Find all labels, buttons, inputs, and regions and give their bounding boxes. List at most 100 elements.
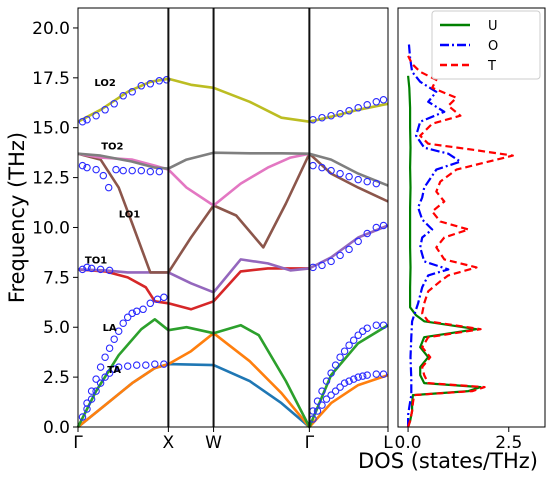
branch-label-la: LA [103, 323, 117, 334]
experiment-point [354, 331, 362, 339]
y-tick-label: 15.0 [32, 119, 70, 139]
experiment-point [92, 111, 100, 120]
experiment-point [322, 395, 331, 403]
experiment-point [336, 251, 344, 260]
dos-line-o [407, 43, 462, 427]
experiment-point [354, 104, 362, 112]
experiment-point [363, 177, 371, 186]
experiment-point [92, 387, 100, 395]
experiment-point [155, 77, 164, 85]
experiment-point [372, 179, 381, 188]
experiment-point [96, 379, 105, 387]
x-tick-label-Γ: Γ [305, 433, 315, 453]
experiment-point [379, 321, 388, 329]
experiment-point [336, 169, 344, 178]
experiment-point [349, 375, 358, 383]
branch-label-to1: TO1 [85, 255, 107, 266]
experiment-point [128, 166, 136, 175]
experiment-point [83, 263, 91, 272]
legend-label-u: U [488, 19, 498, 34]
y-tick-label: 7.5 [43, 268, 70, 288]
branch-line-8 [77, 151, 389, 187]
x-tick-label-Γ: Γ [73, 433, 83, 453]
experiment-point [354, 237, 362, 246]
experiment-point [146, 80, 155, 88]
branch-label-lo1: LO1 [119, 210, 141, 221]
experiment-point [83, 115, 91, 124]
dos-tick-label: 2.5 [495, 433, 522, 453]
dispersion-frame [77, 7, 389, 428]
dos-frame [397, 7, 546, 428]
experiment-point [110, 335, 118, 343]
experiment-point [142, 361, 150, 369]
experiment-point [96, 265, 105, 274]
experiment-point [119, 166, 127, 175]
experiment-point [379, 221, 388, 230]
experiment-point [92, 375, 100, 383]
experiment-point [114, 327, 123, 335]
experiment-point [318, 387, 326, 395]
experiment-point [345, 107, 353, 115]
experiment-point [336, 353, 344, 361]
frequency-ticks: 0.0 2.5 5.0 7.5 10.0 12.5 15.0 17.5 20.0 [32, 19, 78, 438]
experiment-point [318, 113, 326, 122]
experiment-point [309, 161, 317, 170]
experiment-point [78, 413, 87, 421]
experiment-point [132, 361, 141, 369]
experiment-point [112, 165, 120, 174]
x-tick-label-W: W [205, 433, 222, 453]
legend-label-o: O [488, 39, 498, 54]
experiment-point [137, 82, 146, 90]
experiment-point [101, 373, 109, 381]
experiment-point [345, 341, 353, 349]
experiment-point [313, 397, 322, 405]
dos-tick-label: 0.0 [395, 433, 422, 453]
experiment-point [318, 163, 326, 172]
legend-label-t: T [487, 59, 496, 74]
experiment-point [322, 377, 331, 385]
experiment-point [160, 293, 168, 302]
y-tick-label: 20.0 [32, 19, 70, 39]
experiment-point [331, 361, 340, 369]
experiment-point [87, 395, 96, 403]
experiment-point [345, 245, 353, 254]
experiment-point [119, 92, 127, 100]
experiment-point [363, 371, 371, 379]
experiment-point [110, 365, 118, 373]
experiment-point [105, 369, 114, 377]
y-tick-label: 12.5 [32, 169, 70, 189]
experiment-point [146, 299, 155, 308]
experiment-point [132, 307, 141, 316]
experiment-point [139, 305, 147, 314]
experiment-point [78, 161, 87, 170]
experiment-point [153, 295, 162, 304]
y-tick-label: 10.0 [32, 218, 70, 238]
experiment-point [96, 363, 105, 371]
x-tick-label-L: L [383, 433, 393, 453]
experiment-point [340, 347, 349, 355]
experiment-point [151, 360, 159, 368]
dos-ticks: 0.0 2.5 [395, 427, 522, 453]
experiment-point [101, 106, 109, 114]
experiment-point [83, 163, 91, 172]
dos-lines [407, 43, 514, 428]
experiment-point [87, 387, 96, 395]
experiment-point [358, 372, 367, 380]
experiment-point [101, 353, 109, 361]
experiment-point [331, 387, 340, 395]
experiment-point [114, 363, 123, 371]
y-tick-label: 0.0 [43, 418, 70, 438]
x-tick-label-X: X [163, 433, 175, 453]
experiment-point [340, 379, 349, 387]
branch-labels: LO2 TO2 LO1 TO1 LA TA [85, 78, 140, 376]
experiment-point [128, 88, 136, 96]
branch-line-9 [77, 77, 389, 123]
experiment-point [123, 362, 132, 370]
experiment-point [372, 98, 381, 106]
experiment-point [349, 336, 358, 344]
experiment-point [318, 401, 326, 409]
y-tick-label: 2.5 [43, 368, 70, 388]
experiment-point [363, 324, 371, 332]
experiment-point [354, 373, 362, 381]
y-tick-label: 5.0 [43, 318, 70, 338]
